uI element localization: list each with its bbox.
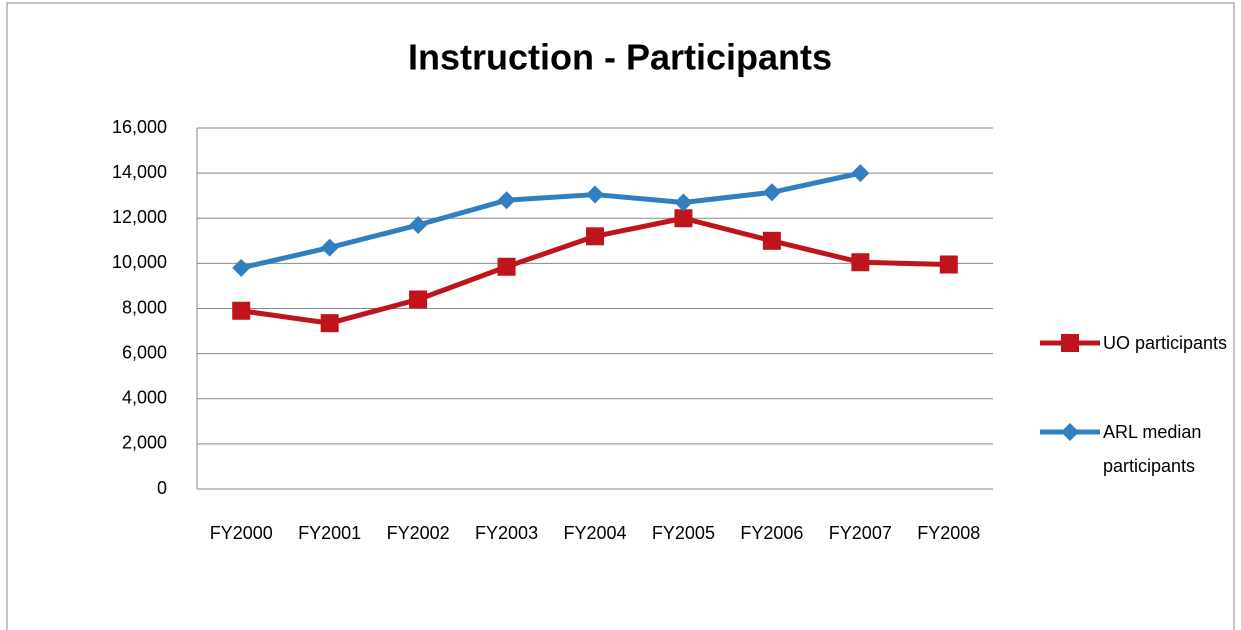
x-tick-label: FY2008 <box>917 523 980 543</box>
y-tick-label: 16,000 <box>112 117 167 137</box>
point <box>762 231 781 250</box>
y-tick-label: 12,000 <box>112 207 167 227</box>
chart-title: Instruction - Participants <box>408 37 832 78</box>
y-tick-label: 2,000 <box>122 433 167 453</box>
point <box>851 253 870 272</box>
point <box>851 164 870 183</box>
point <box>409 216 428 235</box>
point <box>586 185 604 204</box>
x-tick-label: FY2001 <box>298 523 361 543</box>
y-tick-label: 10,000 <box>112 252 167 272</box>
point <box>762 183 781 202</box>
point <box>232 258 251 277</box>
point <box>320 314 339 333</box>
x-tick-label: FY2000 <box>210 523 273 543</box>
point <box>674 193 693 212</box>
x-tick-label: FY2007 <box>829 523 892 543</box>
y-tick-label: 8,000 <box>122 297 167 317</box>
point <box>674 209 693 228</box>
y-tick-label: 14,000 <box>112 162 167 182</box>
legend-label: UO participants <box>1103 333 1228 353</box>
x-tick-label: FY2002 <box>387 523 450 543</box>
legend-label: ARL median participants <box>1103 422 1202 476</box>
point <box>1061 334 1079 352</box>
x-tick-label: FY2003 <box>475 523 538 543</box>
point <box>320 238 339 257</box>
point <box>232 301 251 320</box>
x-tick-label: FY2004 <box>563 523 626 543</box>
y-tick-label: 6,000 <box>122 342 167 362</box>
x-tick-label: FY2005 <box>652 523 715 543</box>
point <box>409 290 428 309</box>
chart-border <box>6 2 1235 630</box>
point <box>1061 423 1079 441</box>
point <box>497 191 516 210</box>
y-tick-label: 0 <box>157 478 167 498</box>
y-tick-label: 4,000 <box>122 388 167 408</box>
point <box>939 255 958 274</box>
point <box>586 227 604 246</box>
point <box>497 257 516 276</box>
x-tick-label: FY2006 <box>740 523 803 543</box>
series-line <box>240 170 861 271</box>
